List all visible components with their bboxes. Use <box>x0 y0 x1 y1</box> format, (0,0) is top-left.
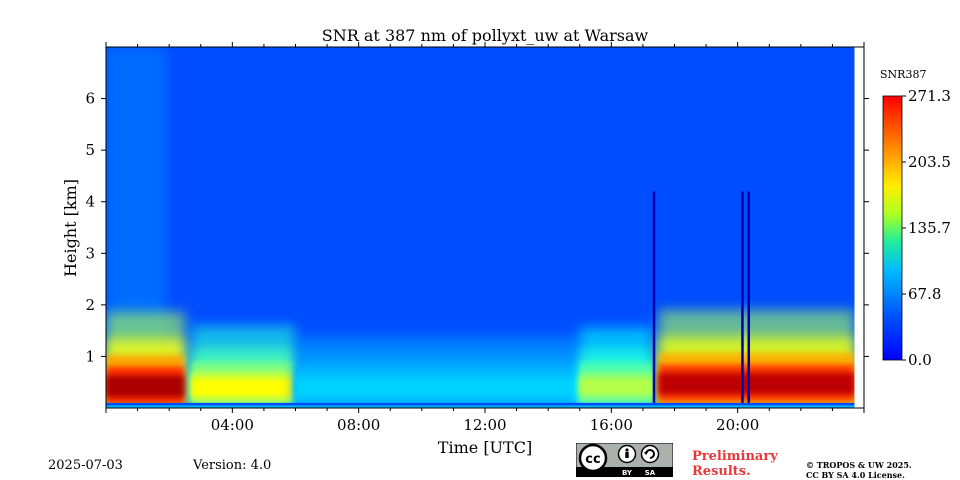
colorbar <box>882 95 903 361</box>
signal-layer-1-band-4 <box>191 378 296 397</box>
y-tick-label: 5 <box>85 141 95 159</box>
y-tick-label: 4 <box>85 193 95 211</box>
copyright-line2: CC BY SA 4.0 License. <box>806 470 905 480</box>
signal-layer-3-band-4 <box>579 377 653 396</box>
colorbar-tick-label: 203.5 <box>908 153 951 171</box>
y-tick-label: 2 <box>85 296 95 314</box>
preliminary-results-notice: Preliminary Results. <box>692 449 792 479</box>
copyright-line1: © TROPOS & UW 2025. <box>806 460 912 470</box>
no-data-region <box>854 47 864 408</box>
colorbar-ticks: 0.0 67.8 135.7 203.5 271.3 <box>902 87 951 369</box>
x-axis-ticks: 04:00 08:00 12:00 16:00 20:00 <box>105 42 865 434</box>
cc-icon-text: cc <box>585 452 600 467</box>
signal-layer-4-band-4 <box>658 373 855 395</box>
colorbar-tick-label: 67.8 <box>908 285 941 303</box>
data-gap-0 <box>652 191 656 403</box>
y-tick-label: 6 <box>85 90 95 108</box>
copyright-notice: © TROPOS & UW 2025. CC BY SA 4.0 License… <box>806 460 946 480</box>
x-tick-label: 08:00 <box>337 416 380 434</box>
colorbar-label: SNR387 <box>880 68 926 81</box>
y-tick-label: 3 <box>85 244 95 262</box>
x-axis-label: Time [UTC] <box>438 438 532 457</box>
data-gap-1 <box>741 191 744 403</box>
ground-strip-edge <box>106 405 855 408</box>
x-tick-label: 12:00 <box>463 416 506 434</box>
y-tick-label: 1 <box>85 347 95 365</box>
signal-layer-2-band-4 <box>295 380 580 395</box>
y-axis-label: Height [km] <box>61 179 80 277</box>
signal-layer-0-band-4 <box>106 375 185 398</box>
version-label: Version: 4.0 <box>193 458 272 473</box>
x-tick-label: 16:00 <box>590 416 633 434</box>
colorbar-tick-label: 271.3 <box>908 87 951 105</box>
preliminary-line2: Results. <box>692 464 751 479</box>
preliminary-line1: Preliminary <box>692 449 778 464</box>
sa-label: SA <box>645 469 656 477</box>
chart-title: SNR at 387 nm of pollyxt_uw at Warsaw <box>322 26 649 45</box>
date-label: 2025-07-03 <box>48 458 123 473</box>
colorbar-tick-label: 0.0 <box>908 351 932 369</box>
x-tick-label: 20:00 <box>716 416 759 434</box>
x-tick-label: 04:00 <box>211 416 254 434</box>
data-gap-2 <box>747 191 751 403</box>
cc-by-sa-license-icon: cc BY SA <box>576 443 673 477</box>
heatmap-layer <box>106 47 864 408</box>
y-axis-ticks: 1 2 3 4 5 6 <box>85 90 869 365</box>
by-label: BY <box>622 469 633 477</box>
colorbar-tick-label: 135.7 <box>908 219 951 237</box>
